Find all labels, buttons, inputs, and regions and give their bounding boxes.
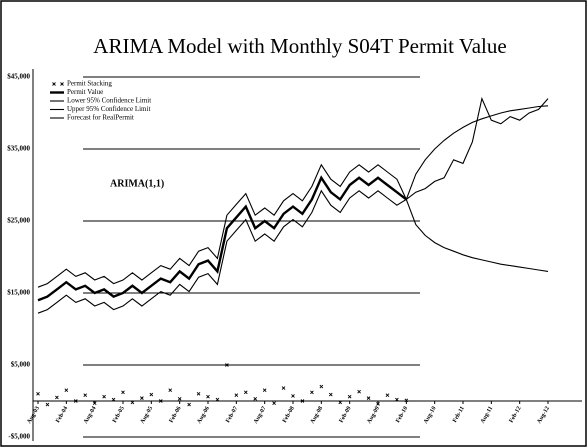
stacking-point bbox=[55, 395, 59, 400]
stacking-point bbox=[395, 397, 399, 402]
stacking-point bbox=[168, 388, 173, 393]
stacking-point bbox=[206, 394, 210, 399]
stacking-point bbox=[36, 391, 40, 396]
stacking-point bbox=[366, 396, 371, 400]
series-line bbox=[37, 175, 408, 302]
series-line bbox=[37, 189, 549, 314]
stacking-point bbox=[319, 384, 324, 389]
y-tick-label: -$5,000 bbox=[8, 433, 30, 441]
stacking-point bbox=[83, 393, 88, 398]
legend-label: Upper 95% Confidence Limit bbox=[67, 105, 150, 113]
stacking-point bbox=[310, 390, 314, 395]
y-tick-label: $35,000 bbox=[7, 145, 30, 153]
stacking-point bbox=[262, 388, 267, 393]
stacking-point bbox=[347, 394, 352, 399]
chart-title: ARIMA Model with Monthly S04T Permit Val… bbox=[93, 34, 506, 58]
stacking-point bbox=[45, 402, 50, 407]
annotation: ARIMA(1,1) bbox=[110, 178, 164, 189]
stacking-point bbox=[121, 390, 125, 395]
stacking-point bbox=[196, 391, 201, 396]
stacking-point bbox=[64, 388, 69, 393]
legend-label: Forecast for RealPermit bbox=[67, 114, 134, 122]
stacking-point bbox=[328, 392, 333, 397]
stacking-point bbox=[281, 386, 286, 390]
stacking-point bbox=[376, 402, 380, 406]
stacking-point bbox=[149, 392, 154, 397]
stacking-point bbox=[177, 397, 182, 401]
stacking-point bbox=[385, 393, 390, 398]
stacking-point bbox=[338, 400, 343, 405]
stacking-point bbox=[187, 402, 191, 407]
stacking-point bbox=[158, 399, 163, 403]
stacking-point bbox=[92, 401, 97, 405]
stacking-point bbox=[253, 397, 258, 401]
y-tick-label: $45,000 bbox=[7, 73, 30, 81]
legend-label: Permit Stacking bbox=[67, 80, 112, 88]
y-tick-label: $5,000 bbox=[11, 361, 31, 369]
legend-label: Permit Value bbox=[67, 88, 103, 96]
legend-label: Lower 95% Confidence Limit bbox=[67, 97, 151, 105]
stacking-point bbox=[111, 397, 116, 402]
legend-marker bbox=[52, 82, 56, 86]
stacking-point bbox=[291, 394, 295, 398]
stacking-point bbox=[243, 390, 248, 395]
y-tick-label: $15,000 bbox=[7, 289, 30, 297]
stacking-point bbox=[404, 398, 409, 403]
stacking-point bbox=[140, 396, 144, 400]
series-line bbox=[37, 105, 549, 288]
stacking-point bbox=[272, 401, 276, 405]
stacking-point bbox=[102, 394, 106, 399]
y-tick-label: $25,000 bbox=[7, 217, 30, 225]
legend-marker bbox=[60, 82, 64, 86]
series-line bbox=[405, 96, 549, 200]
stacking-point bbox=[357, 389, 361, 394]
stacking-point bbox=[225, 363, 229, 367]
stacking-point bbox=[73, 399, 78, 403]
stacking-point bbox=[300, 399, 305, 403]
stacking-point bbox=[215, 397, 220, 402]
stacking-point bbox=[234, 393, 239, 398]
stacking-point bbox=[130, 400, 135, 405]
